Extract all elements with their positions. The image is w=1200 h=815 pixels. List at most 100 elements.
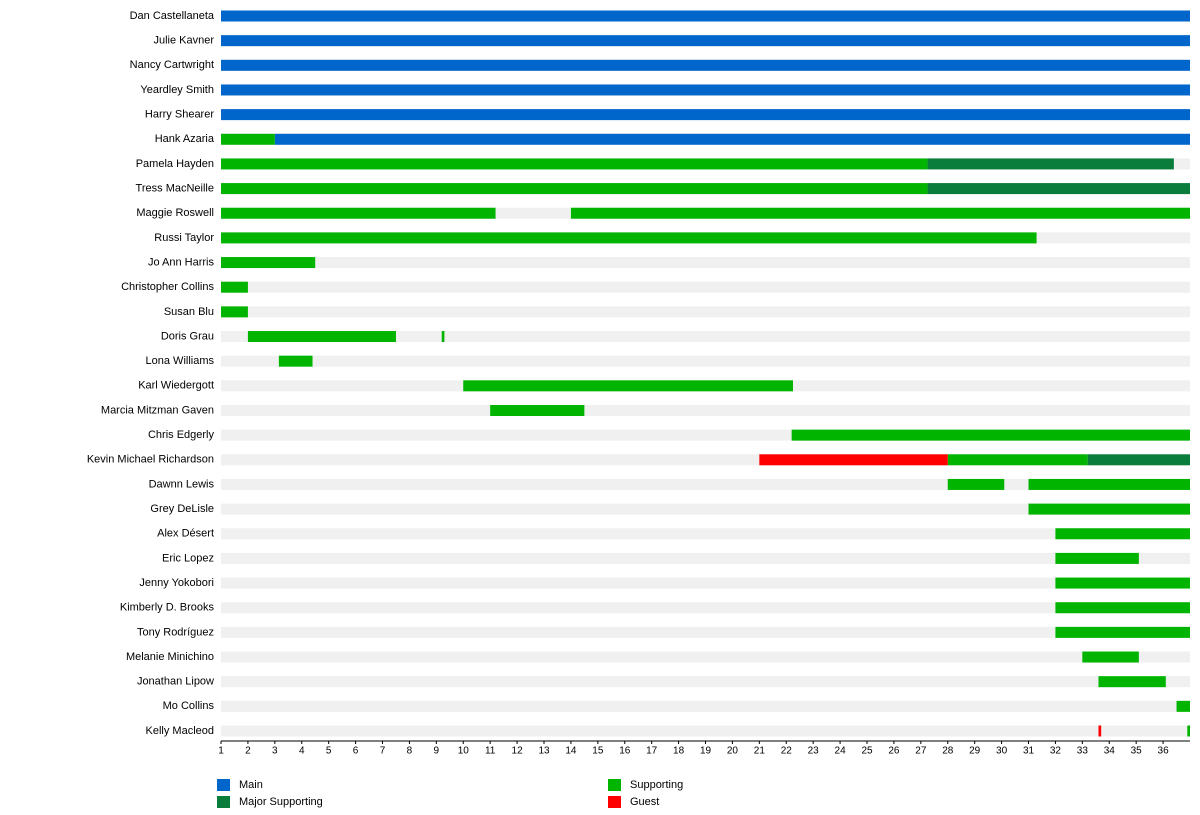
legend-swatch (217, 779, 230, 791)
segment (463, 380, 793, 392)
segment (1055, 602, 1190, 614)
row-track (221, 355, 1190, 367)
row-label: Harry Shearer (145, 109, 214, 121)
row-label: Chris Edgerly (148, 429, 215, 441)
x-tick-label: 27 (915, 746, 927, 757)
row-track (221, 577, 1190, 589)
legend-label: Supporting (630, 779, 683, 791)
segment (221, 84, 1190, 96)
segment (221, 207, 496, 219)
x-tick-label: 9 (434, 746, 440, 757)
segment (1028, 478, 1190, 490)
segment (927, 183, 1190, 195)
row-label: Doris Grau (161, 330, 214, 342)
row-label: Melanie Minichino (126, 651, 214, 663)
x-tick-label: 33 (1077, 746, 1089, 757)
row-label: Kelly Macleod (146, 725, 214, 737)
row-label: Lona Williams (146, 355, 215, 367)
legend-swatch (608, 779, 621, 791)
x-tick-label: 19 (700, 746, 712, 757)
row-label: Christopher Collins (121, 281, 214, 293)
segment (221, 133, 275, 145)
row-label: Eric Lopez (162, 552, 214, 564)
x-tick-label: 31 (1023, 746, 1035, 757)
legend-swatch (217, 796, 230, 808)
row-label: Yeardley Smith (140, 84, 214, 96)
row-track (221, 602, 1190, 614)
x-tick-label: 24 (835, 746, 847, 757)
row-track (221, 626, 1190, 638)
x-tick-label: 28 (942, 746, 954, 757)
legend-label: Major Supporting (239, 796, 323, 808)
x-tick-label: 7 (380, 746, 386, 757)
segment (221, 232, 1037, 244)
row-label: Nancy Cartwright (130, 59, 214, 71)
row-track (221, 725, 1190, 737)
segment (1098, 676, 1166, 688)
x-tick-label: 25 (861, 746, 873, 757)
row-label: Dan Castellaneta (130, 10, 215, 22)
x-tick-label: 11 (485, 746, 496, 757)
segment (278, 355, 313, 367)
legend-label: Main (239, 779, 263, 791)
row-label: Kevin Michael Richardson (87, 454, 214, 466)
row-track (221, 331, 1190, 343)
segment (1055, 626, 1190, 638)
row-track (221, 404, 1190, 416)
segment (1055, 528, 1190, 540)
row-label: Susan Blu (164, 306, 214, 318)
row-label: Pamela Hayden (136, 158, 214, 170)
row-label: Jo Ann Harris (148, 256, 215, 268)
segment (221, 10, 1190, 22)
row-track (221, 503, 1190, 515)
row-track (221, 281, 1190, 293)
segment (947, 478, 1005, 490)
legend-swatch (608, 796, 621, 808)
x-tick-label: 18 (673, 746, 685, 757)
row-label: Karl Wiedergott (138, 380, 214, 392)
x-tick-label: 34 (1104, 746, 1116, 757)
row-label: Kimberly D. Brooks (120, 602, 215, 614)
segment (221, 35, 1190, 47)
segment (221, 109, 1190, 121)
row-track (221, 700, 1190, 712)
segment (947, 454, 1088, 466)
x-tick-label: 10 (458, 746, 470, 757)
row-label: Tress MacNeille (136, 182, 214, 194)
x-tick-label: 2 (245, 746, 251, 757)
x-tick-label: 30 (996, 746, 1008, 757)
x-tick-label: 4 (299, 746, 305, 757)
row-label: Russi Taylor (154, 232, 214, 244)
row-track (221, 552, 1190, 564)
segment (1098, 725, 1102, 737)
x-tick-label: 16 (619, 746, 631, 757)
x-tick-label: 20 (727, 746, 739, 757)
segment (759, 454, 948, 466)
segment (490, 404, 585, 416)
x-tick-label: 32 (1050, 746, 1062, 757)
row-label: Grey DeLisle (150, 503, 214, 515)
row-track (221, 528, 1190, 540)
x-tick-label: 15 (592, 746, 604, 757)
x-tick-label: 23 (808, 746, 820, 757)
row-track (221, 257, 1190, 269)
row-track (221, 651, 1190, 663)
x-tick-label: 3 (272, 746, 278, 757)
segment (441, 331, 445, 343)
segment (221, 281, 248, 293)
x-tick-label: 29 (969, 746, 981, 757)
row-label: Maggie Roswell (136, 207, 214, 219)
x-tick-label: 36 (1158, 746, 1170, 757)
x-tick-label: 26 (888, 746, 900, 757)
segment (1082, 651, 1139, 663)
row-label: Jenny Yokobori (139, 577, 214, 589)
row-track (221, 478, 1190, 490)
x-tick-label: 8 (407, 746, 413, 757)
row-label: Dawnn Lewis (149, 478, 215, 490)
row-label: Alex Désert (157, 528, 214, 540)
row-label: Julie Kavner (153, 35, 214, 47)
x-tick-label: 12 (512, 746, 524, 757)
x-tick-label: 35 (1131, 746, 1143, 757)
segment (221, 59, 1190, 71)
